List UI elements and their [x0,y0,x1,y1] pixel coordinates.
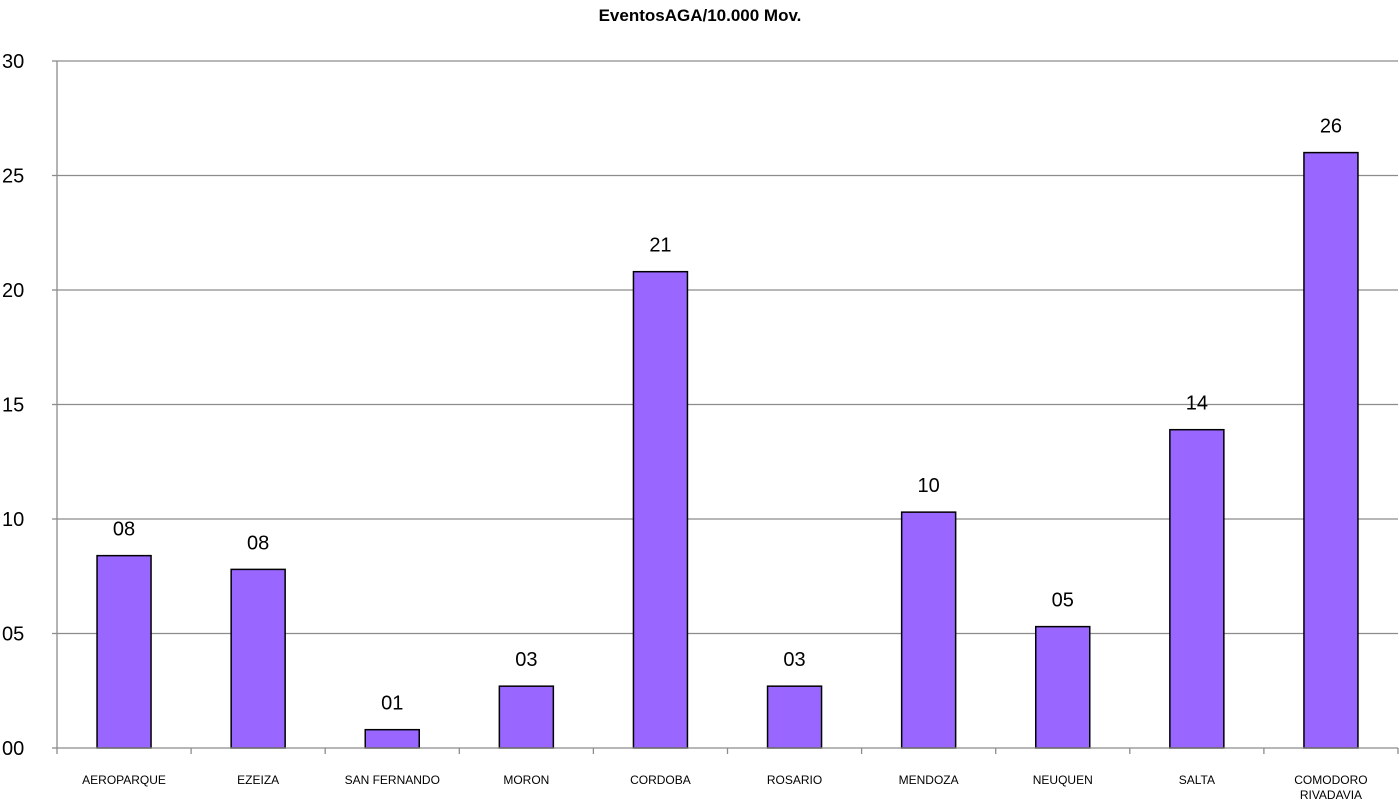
y-tick-label: 10 [2,509,24,531]
bar [1303,151,1359,749]
chart-title: EventosAGA/10.000 Mov. [599,6,802,25]
x-tick-label: AEROPARQUE [82,773,166,787]
y-tick-label: 20 [2,280,24,302]
data-label: 05 [1052,590,1074,612]
bar [900,511,957,749]
x-tick-label: COMODORO [1294,773,1367,787]
data-label: 08 [247,532,269,554]
bars [96,151,1359,749]
x-tick-label: CORDOBA [630,773,691,787]
data-label: 14 [1186,393,1208,415]
x-tick-label: RIVADAVIA [1300,788,1362,802]
bar [766,685,823,749]
x-tick-label: EZEIZA [237,773,279,787]
y-tick-label: 05 [2,624,24,646]
data-label: 21 [649,235,671,257]
bar [96,554,152,749]
data-labels: 08 08 01 03 21 03 10 05 14 26 [113,116,1342,715]
y-tick-label: 00 [2,738,24,760]
x-tick-label: MORON [503,773,549,787]
bar [1169,428,1225,749]
y-tick-label: 25 [2,166,24,188]
x-tick-label: ROSARIO [767,773,822,787]
bar [364,728,420,749]
axes: 00 05 10 15 20 25 30 AEROPARQUE EZEIZA SAN FERNAN… [2,51,1399,802]
data-label: 03 [783,649,805,671]
data-label: 03 [515,649,537,671]
data-label: 10 [918,475,940,497]
data-label: 26 [1320,116,1342,138]
bar [1035,625,1091,749]
x-tick-label: NEUQUEN [1033,773,1093,787]
bar [498,685,555,749]
data-label: 01 [381,693,403,715]
x-tick-label: MENDOZA [899,773,959,787]
data-label: 08 [113,519,135,541]
x-tick-label: SALTA [1179,773,1215,787]
y-tick-label: 15 [2,395,24,417]
y-tick-label: 30 [2,51,24,73]
bar [230,568,286,749]
bar [632,270,689,749]
x-tick-label: SAN FERNANDO [345,773,440,787]
